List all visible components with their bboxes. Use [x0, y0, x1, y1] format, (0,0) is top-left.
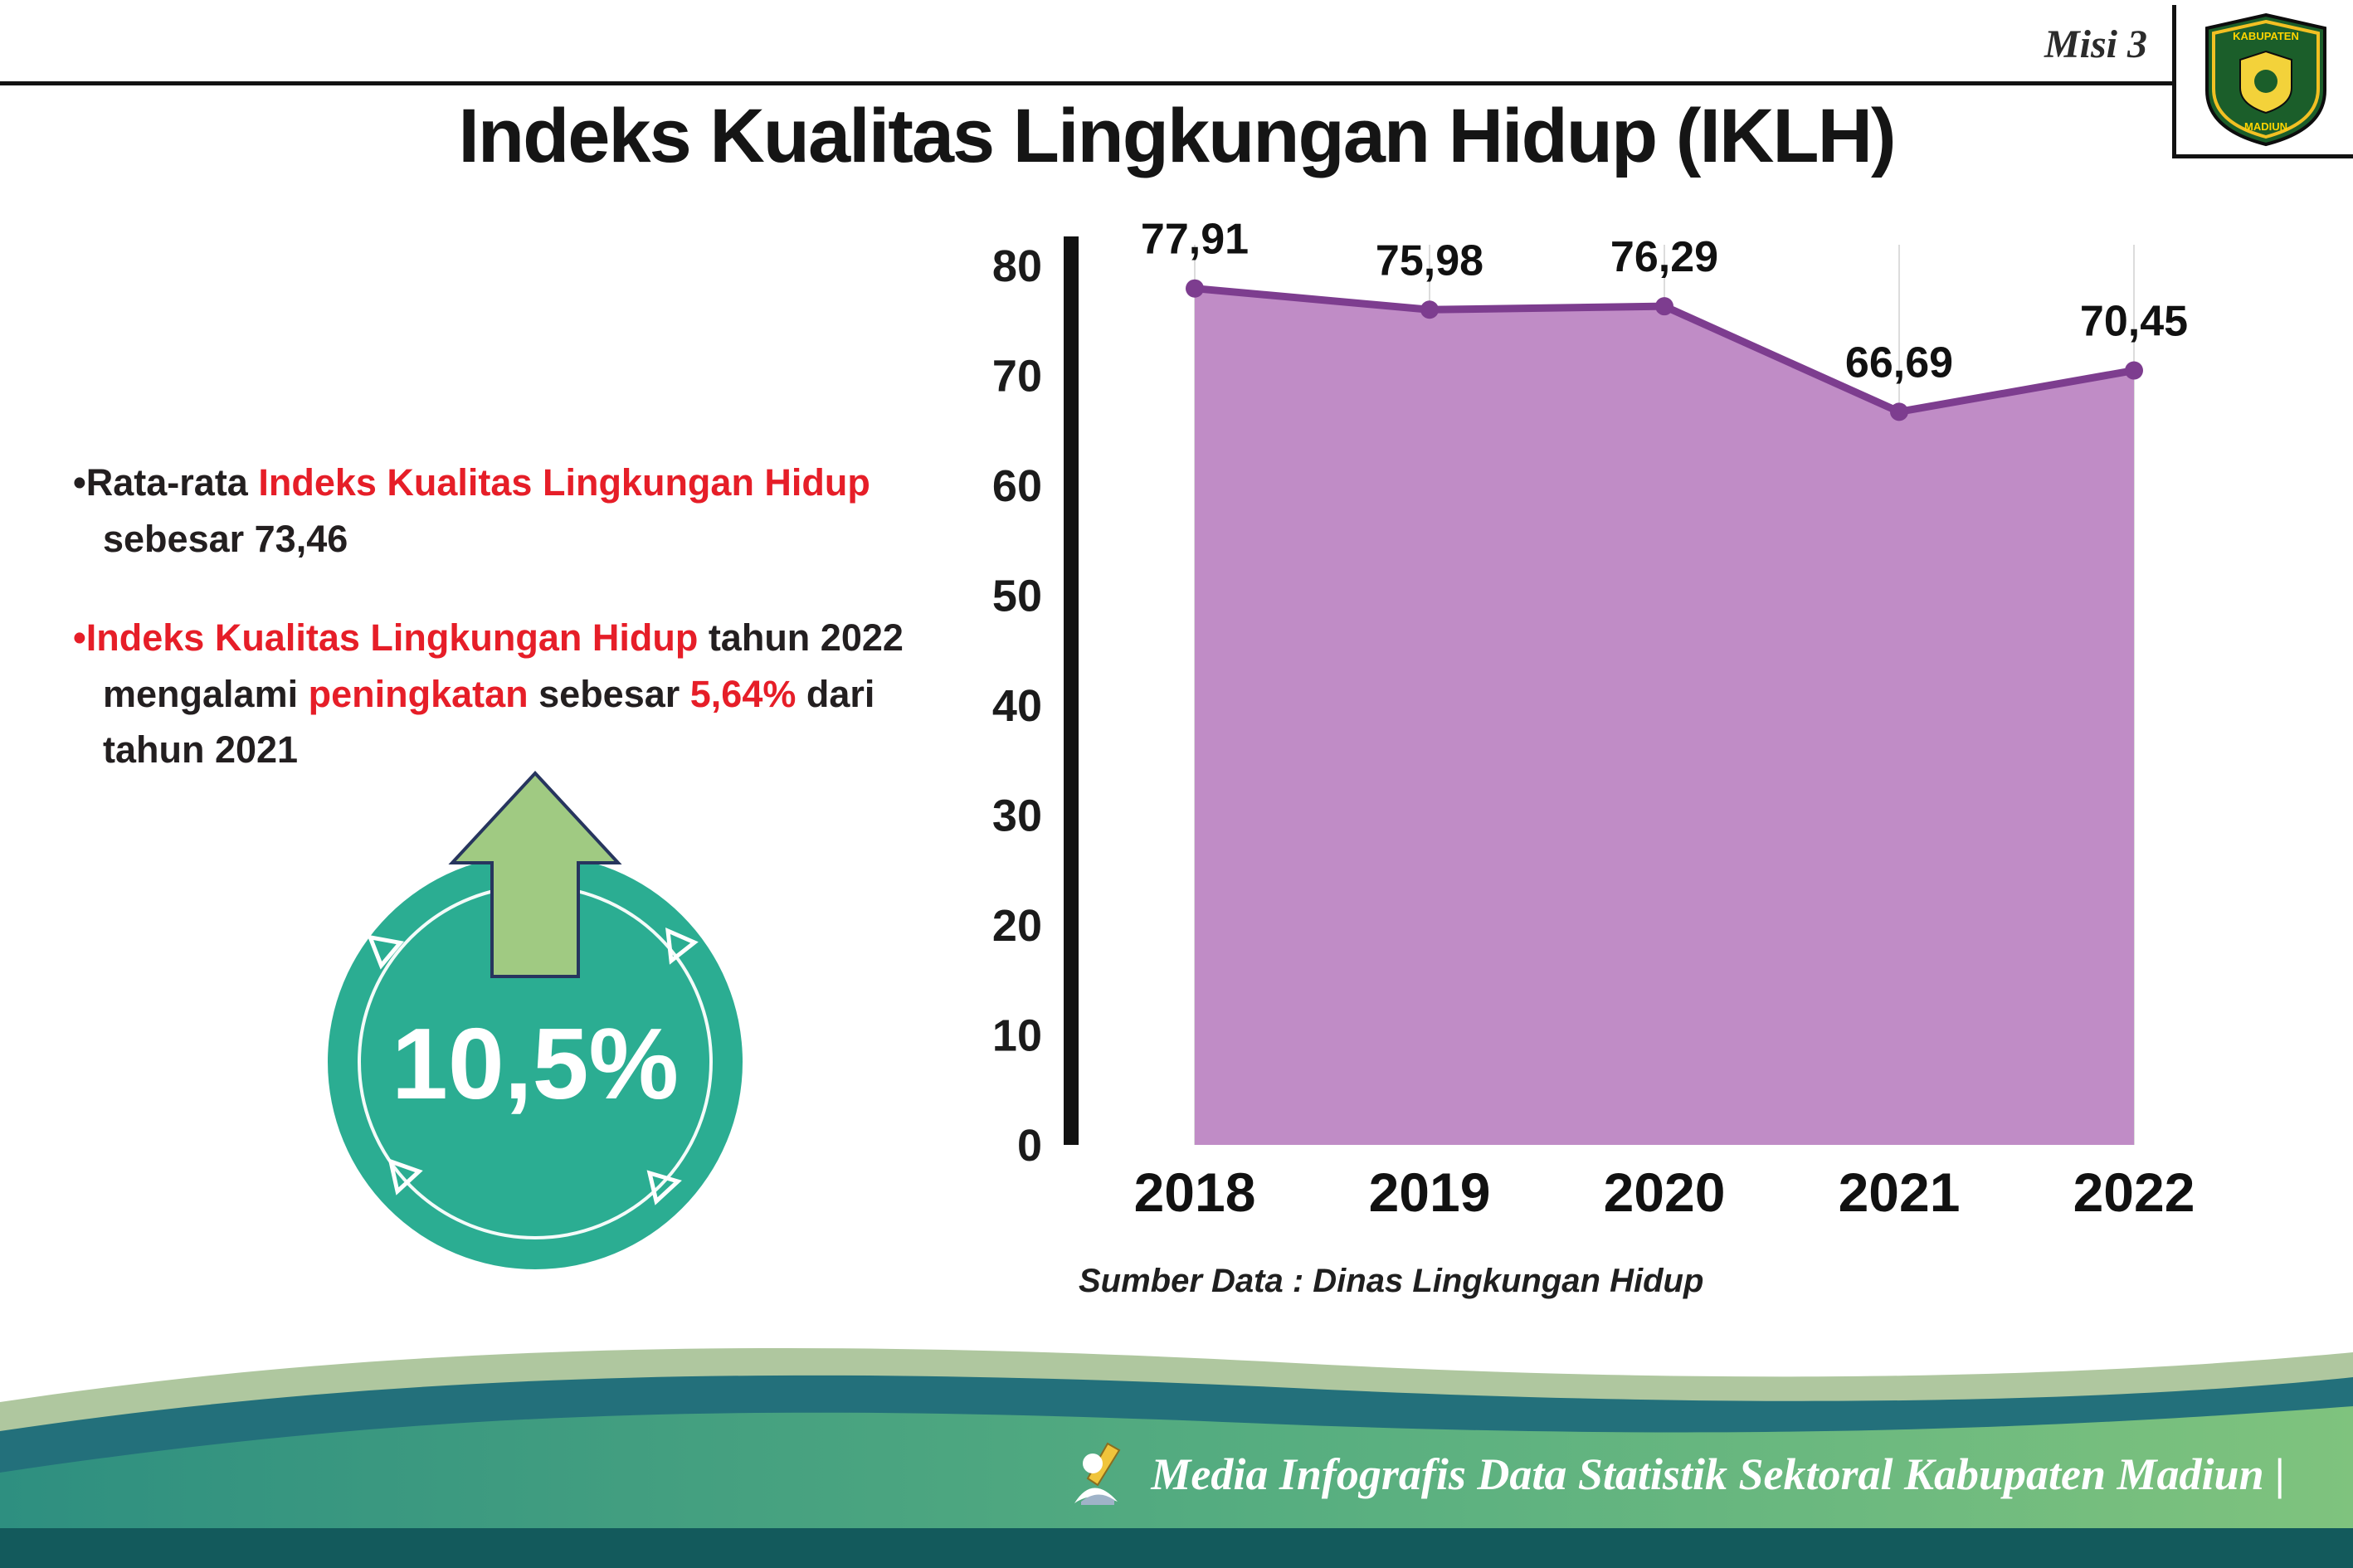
bullet-text-segment: Indeks Kualitas Lingkungan Hidup: [258, 461, 870, 504]
bullet-text-segment: dari tahun 2021: [103, 672, 875, 772]
bullet-text-segment: peningkatan: [308, 672, 529, 715]
wave-main-layer: [0, 1406, 2353, 1568]
y-tick-label: 40: [992, 681, 1042, 731]
value-label: 70,45: [2080, 298, 2188, 346]
logo-emblem: [2254, 70, 2277, 93]
x-axis-label: 2022: [2073, 1161, 2195, 1223]
logo-shield-border: [2212, 19, 2320, 139]
logo-frame-horizontal: [2172, 154, 2353, 158]
value-label: 66,69: [1845, 338, 1953, 387]
bullet-text-segment: sebesar: [528, 672, 690, 715]
footer-credit: Media Infografis Data Statistik Sektoral…: [1069, 1440, 2285, 1508]
header-rule: [0, 81, 2174, 85]
data-point: [1186, 279, 1204, 298]
x-axis-label: 2021: [1839, 1161, 1961, 1223]
x-axis-label: 2020: [1604, 1161, 1726, 1223]
y-tick-label: 0: [1017, 1121, 1042, 1171]
bullet-text-segment: •Indeks Kualitas Lingkungan Hidup: [73, 616, 699, 659]
badge-triangle-right: [665, 927, 699, 965]
misi-label: Misi 3: [2044, 22, 2147, 66]
bullet-increase-2022: •Indeks Kualitas Lingkungan Hidup tahun …: [73, 610, 986, 778]
value-label: 75,98: [1376, 236, 1483, 285]
badge-triangle-left: [367, 934, 404, 970]
y-tick-label: 60: [992, 461, 1042, 511]
data-point: [1655, 297, 1673, 316]
footer-dark-bar: [0, 1528, 2353, 1568]
y-tick-label: 50: [992, 572, 1042, 621]
value-label: 77,91: [1141, 216, 1249, 264]
increase-badge: 10,5%: [328, 771, 743, 1269]
logo-madiun-text: MADIUN: [2244, 120, 2287, 133]
mascot-icon: [1074, 1442, 1121, 1505]
bullet-text-segment: sebesar 73,46: [103, 517, 348, 560]
data-point: [1890, 402, 1908, 421]
bullet-text-segment: 5,64%: [689, 672, 797, 715]
y-tick-label: 30: [992, 791, 1042, 841]
y-axis: [1064, 236, 1079, 1145]
logo-kabupaten-text: KABUPATEN: [2233, 30, 2299, 42]
y-tick-label: 20: [992, 901, 1042, 951]
bullet-text-segment: tahun 2022 mengalami: [103, 616, 904, 715]
footer-text: Media Infografis Data Statistik Sektoral…: [1151, 1449, 2285, 1499]
x-axis-label: 2019: [1369, 1161, 1491, 1223]
data-point: [2125, 361, 2143, 380]
kabupaten-madiun-logo: KABUPATEN MADIUN: [2205, 12, 2326, 147]
bullet-text-segment: •Rata-rata: [73, 461, 259, 504]
iklh-area-chart: 0 10 20 30 40 50 60 70 80 77,91 75,98 76,29 66,69 70,…: [992, 216, 2195, 1223]
badge-circle: [328, 855, 743, 1269]
summary-bullets: •Rata-rata Indeks Kualitas Lingkungan Hi…: [73, 455, 986, 821]
footer-wave: [0, 1347, 2353, 1568]
page-title: Indeks Kualitas Lingkungan Hidup (IKLH): [458, 94, 1896, 178]
value-label: 76,29: [1610, 233, 1718, 281]
y-tick-label: 80: [992, 241, 1042, 291]
badge-triangle-lower-left: [387, 1158, 423, 1195]
data-point: [1420, 300, 1439, 319]
logo-frame-vertical: [2172, 5, 2176, 154]
badge-percentage: 10,5%: [392, 1007, 679, 1120]
area-fill: [1195, 288, 2134, 1145]
data-source-caption: Sumber Data : Dinas Lingkungan Hidup: [1079, 1263, 1704, 1299]
x-axis-label: 2018: [1134, 1161, 1256, 1223]
bullet-average-iklh: •Rata-rata Indeks Kualitas Lingkungan Hi…: [73, 455, 986, 567]
y-tick-label: 70: [992, 352, 1042, 402]
badge-triangle-lower-right: [646, 1170, 682, 1205]
up-arrow-icon: [448, 771, 622, 978]
y-tick-label: 10: [992, 1011, 1042, 1061]
